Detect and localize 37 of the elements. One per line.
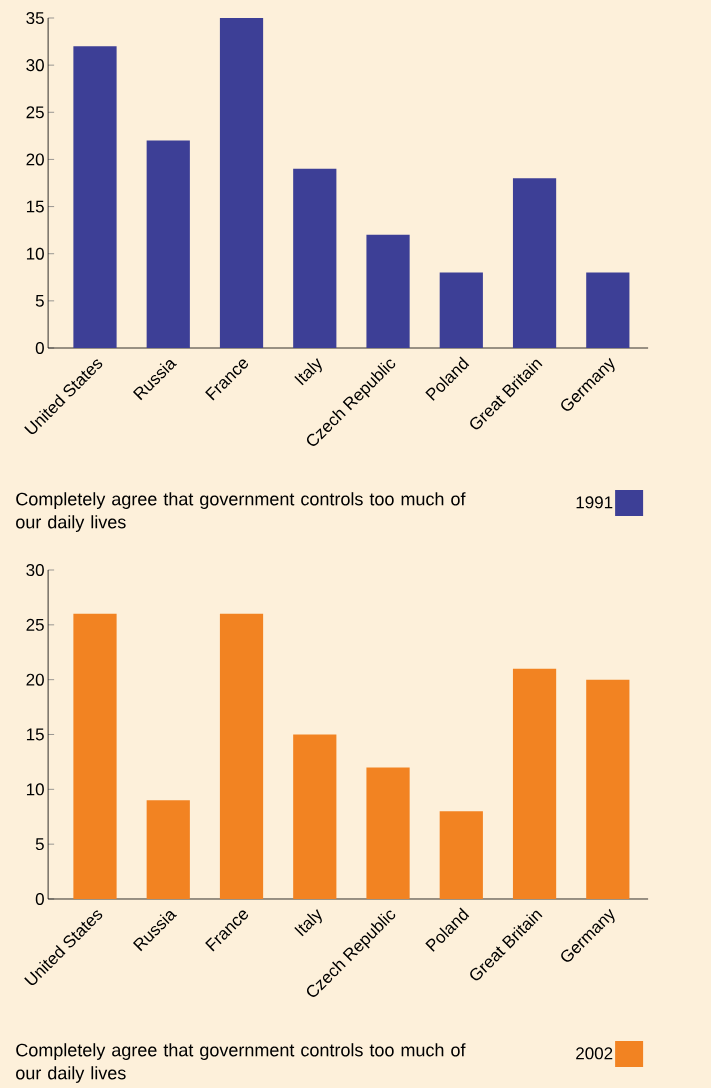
y-tick-label: 30 <box>26 563 44 577</box>
bar <box>439 272 483 348</box>
y-tick-label: 30 <box>26 59 44 72</box>
bar <box>366 234 410 348</box>
y-tick-label: 25 <box>26 618 44 631</box>
bar <box>586 272 630 348</box>
bar <box>146 800 190 899</box>
bar <box>219 613 264 899</box>
bar <box>512 668 557 899</box>
bar <box>293 734 337 899</box>
bar <box>73 613 117 899</box>
text: Completely agree that government controls too much of our daily lives <box>16 1043 466 1083</box>
y-tick-label: 20 <box>26 153 44 166</box>
y-tick-label: 5 <box>35 294 44 307</box>
bar <box>73 46 117 348</box>
legend-label: 2002 <box>576 1047 613 1060</box>
bar <box>439 811 483 899</box>
bar <box>219 18 264 348</box>
y-tick-label: 20 <box>26 673 44 686</box>
bar <box>586 679 630 899</box>
y-tick-label: 0 <box>35 341 44 355</box>
text: Completely agree that government controls too much of our daily lives <box>16 492 466 532</box>
y-tick-label: 0 <box>35 892 44 906</box>
y-tick-label: 10 <box>26 783 44 796</box>
bar <box>366 767 410 899</box>
bar <box>512 178 557 348</box>
y-tick-label: 25 <box>26 106 44 119</box>
y-tick-label: 35 <box>26 11 44 25</box>
bar <box>146 140 190 348</box>
x-tick-label: Italy <box>294 909 322 937</box>
y-tick-label: 15 <box>26 728 44 741</box>
bar <box>293 168 337 348</box>
y-tick-label: 5 <box>35 838 44 851</box>
legend-label: 1991 <box>576 496 613 509</box>
y-tick-label: 15 <box>26 200 44 213</box>
y-tick-label: 10 <box>26 247 44 260</box>
x-tick-label: Italy <box>294 358 322 386</box>
